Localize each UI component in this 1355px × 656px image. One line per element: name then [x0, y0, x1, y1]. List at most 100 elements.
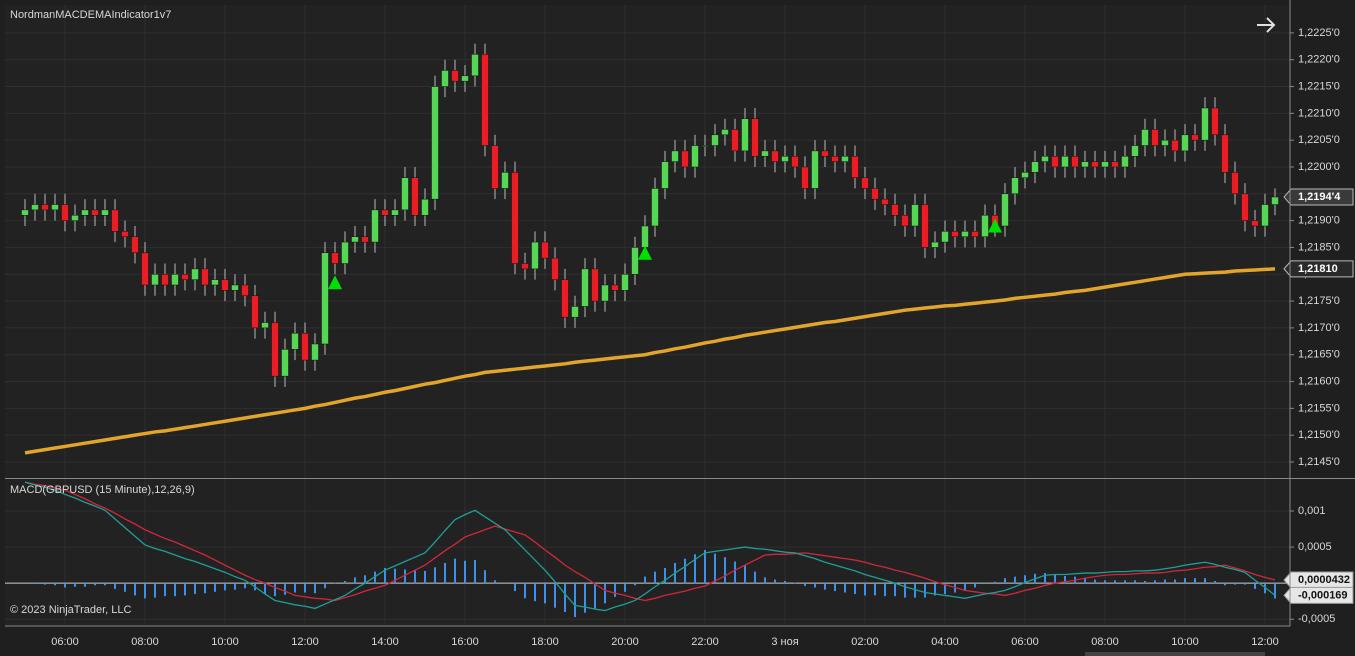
- candle-body: [761, 150, 769, 157]
- expand-arrow[interactable]: [1257, 17, 1276, 33]
- x-tick-label: 16:00: [451, 636, 479, 648]
- candle-body: [141, 252, 149, 286]
- candle-body: [231, 284, 239, 291]
- candle-body: [1101, 161, 1109, 168]
- candle-body: [1111, 161, 1119, 168]
- candle-body: [1241, 193, 1249, 221]
- candle-body: [1121, 156, 1129, 168]
- candle-body: [1081, 161, 1089, 168]
- candle-body: [501, 172, 509, 189]
- y-tick-label: 1,2210'0: [1298, 107, 1340, 119]
- candle-body: [961, 231, 969, 237]
- candle-body: [101, 209, 109, 216]
- candle-body: [1261, 204, 1269, 227]
- y-tick-label: 1,2215'0: [1298, 80, 1340, 92]
- candle-body: [971, 231, 979, 237]
- x-tick-label: 12:00: [291, 636, 319, 648]
- candle-body: [171, 274, 179, 286]
- candle-body: [201, 268, 209, 286]
- candle-body: [281, 349, 289, 377]
- x-tick-label: 08:00: [1091, 636, 1119, 648]
- macd-line: [24, 481, 1276, 612]
- candle-body: [1091, 161, 1099, 168]
- candle-body: [591, 268, 599, 302]
- candle-body: [981, 215, 989, 237]
- candle-body: [71, 215, 79, 221]
- candle-body: [1151, 129, 1159, 146]
- candle-body: [1181, 134, 1189, 152]
- candle-body: [1251, 220, 1259, 227]
- x-tick-label: 06:00: [51, 636, 79, 648]
- candle-body: [721, 129, 729, 136]
- candle-body: [311, 343, 319, 361]
- marks: 06:00 08:00 10:00 12:00 14:00 16:00 18:00 20:00…: [21, 27, 1354, 648]
- copyright: © 2023 NinjaTrader, LLC: [10, 604, 131, 616]
- candle-body: [781, 156, 789, 162]
- price-tag-label: 1,21810: [1298, 263, 1338, 275]
- candle-body: [751, 118, 759, 157]
- candle-body: [481, 54, 489, 146]
- candle-body: [331, 252, 339, 264]
- candle-body: [161, 274, 169, 286]
- y-tick-label: 1,2220'0: [1298, 54, 1340, 66]
- candle-body: [431, 86, 439, 200]
- y-tick-label: 1,2175'0: [1298, 295, 1340, 307]
- candle-body: [41, 204, 49, 211]
- y-tick-label: 1,2160'0: [1298, 375, 1340, 387]
- candle-body: [301, 333, 309, 361]
- candle-body: [391, 209, 399, 216]
- candle-body: [1021, 172, 1029, 178]
- candle-body: [401, 177, 409, 211]
- candle-body: [441, 70, 449, 87]
- x-tick-label: 22:00: [691, 636, 719, 648]
- price-tag-label: -0,000169: [1298, 589, 1348, 601]
- price-title: NordmanMACDEMAIndicator1v7: [10, 9, 171, 21]
- y-tick-label: 0,0005: [1298, 541, 1332, 553]
- candle-body: [91, 209, 99, 216]
- macd-panel: [5, 480, 1290, 625]
- x-tick-label: 3 ноя: [771, 636, 798, 648]
- candle-body: [851, 156, 859, 178]
- buy-signal: [988, 218, 1002, 233]
- candle-body: [931, 241, 939, 248]
- x-tick-label: 06:00: [1011, 636, 1039, 648]
- candle-body: [741, 118, 749, 152]
- candle-body: [1031, 161, 1039, 173]
- macd-title: MACD(GBPUSD (15 Minute),12,26,9): [10, 484, 195, 496]
- candle-body: [621, 274, 629, 291]
- y-tick-label: 1,2190'0: [1298, 215, 1340, 227]
- candle-body: [21, 209, 29, 216]
- candle-body: [1011, 177, 1019, 195]
- candle-body: [181, 274, 189, 280]
- candle-body: [791, 156, 799, 168]
- candle-body: [1041, 156, 1049, 162]
- candle-body: [881, 198, 889, 205]
- candle-body: [491, 145, 499, 189]
- candle-body: [691, 145, 699, 168]
- candle-body: [581, 268, 589, 307]
- candle-body: [1131, 145, 1139, 157]
- candle-body: [421, 198, 429, 216]
- candle-body: [241, 284, 249, 296]
- x-tick-label: 14:00: [371, 636, 399, 648]
- candle-body: [451, 70, 459, 82]
- scrollbar[interactable]: [1085, 652, 1265, 656]
- y-tick-label: 1,2200'0: [1298, 161, 1340, 173]
- candle-body: [1051, 156, 1059, 168]
- candle-body: [1191, 134, 1199, 141]
- candle-body: [1231, 172, 1239, 195]
- x-tick-label: 08:00: [131, 636, 159, 648]
- candle-body: [821, 150, 829, 157]
- x-tick-label: 10:00: [211, 636, 239, 648]
- candle-body: [951, 231, 959, 237]
- candle-body: [131, 236, 139, 254]
- x-tick-label: 02:00: [851, 636, 879, 648]
- buy-signal: [328, 275, 342, 290]
- candle-body: [261, 322, 269, 329]
- candle-body: [601, 284, 609, 302]
- candle-body: [541, 241, 549, 259]
- candle-body: [561, 279, 569, 318]
- grid: [5, 5, 1290, 625]
- candle-body: [641, 225, 649, 248]
